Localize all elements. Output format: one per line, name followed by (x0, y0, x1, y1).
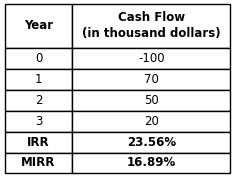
Bar (5, 4, 72, 48)
Bar (5, 111, 72, 132)
Text: 1: 1 (35, 73, 42, 86)
Bar (5, 153, 72, 173)
Text: 23.56%: 23.56% (127, 136, 176, 149)
Text: MIRR: MIRR (21, 156, 56, 170)
Text: 2: 2 (35, 94, 42, 107)
Bar (72, 153, 230, 173)
Bar (72, 4, 230, 48)
Text: 50: 50 (144, 94, 159, 107)
Text: 3: 3 (35, 115, 42, 128)
Bar (5, 48, 72, 69)
Text: 70: 70 (144, 73, 159, 86)
Text: 0: 0 (35, 52, 42, 65)
Bar (72, 90, 230, 111)
Bar (5, 90, 72, 111)
Text: -100: -100 (138, 52, 165, 65)
Bar (5, 132, 72, 153)
Bar (72, 132, 230, 153)
Text: Year: Year (24, 19, 53, 32)
Text: 20: 20 (144, 115, 159, 128)
Text: Cash Flow
(in thousand dollars): Cash Flow (in thousand dollars) (82, 11, 221, 40)
Bar (5, 69, 72, 90)
Text: IRR: IRR (27, 136, 50, 149)
Bar (72, 111, 230, 132)
Text: 16.89%: 16.89% (127, 156, 176, 170)
Bar (72, 48, 230, 69)
Bar (72, 69, 230, 90)
